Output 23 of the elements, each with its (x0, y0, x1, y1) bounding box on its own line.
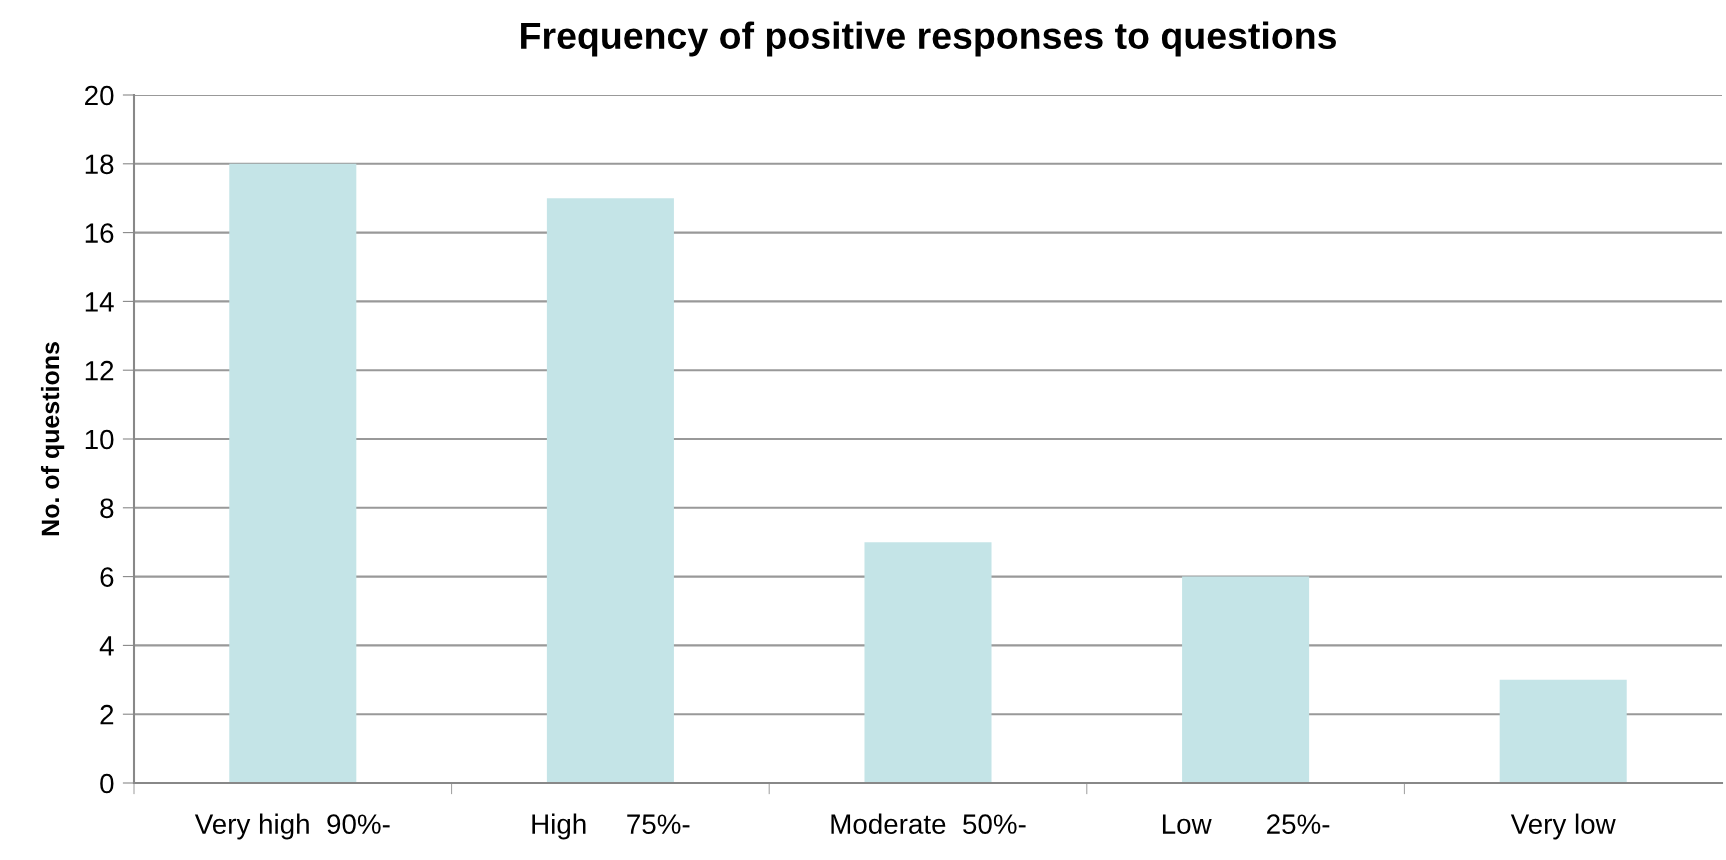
y-tick-label: 14 (85, 292, 114, 312)
x-tick-label: High 75%- (532, 813, 690, 840)
x-tick-label: Moderate 50%- (831, 813, 1026, 834)
bar (1499, 679, 1627, 783)
y-tick-label: 2 (100, 704, 114, 725)
y-tick-label: 12 (85, 360, 114, 381)
bar (1182, 576, 1310, 783)
bar (546, 198, 674, 783)
y-axis-title: No. of questions (40, 342, 65, 536)
x-tick-label: Low 25%- (1162, 814, 1330, 834)
bar (864, 542, 992, 783)
y-tick-label: 6 (100, 567, 114, 587)
y-tick-label: 8 (100, 498, 114, 519)
y-tick-label: 4 (99, 636, 114, 656)
y-tick-label: 10 (85, 429, 114, 450)
y-tick-label: 0 (100, 773, 114, 794)
chart-title: Frequency of positive responses to questions (521, 21, 1336, 57)
y-tick-label: 20 (85, 85, 114, 106)
x-tick-label: Very low (1510, 813, 1616, 840)
x-tick-label: Very high 90%- (194, 813, 390, 840)
y-tick-label: 18 (85, 154, 114, 175)
bar (229, 163, 357, 783)
y-tick-label: 16 (85, 223, 114, 243)
